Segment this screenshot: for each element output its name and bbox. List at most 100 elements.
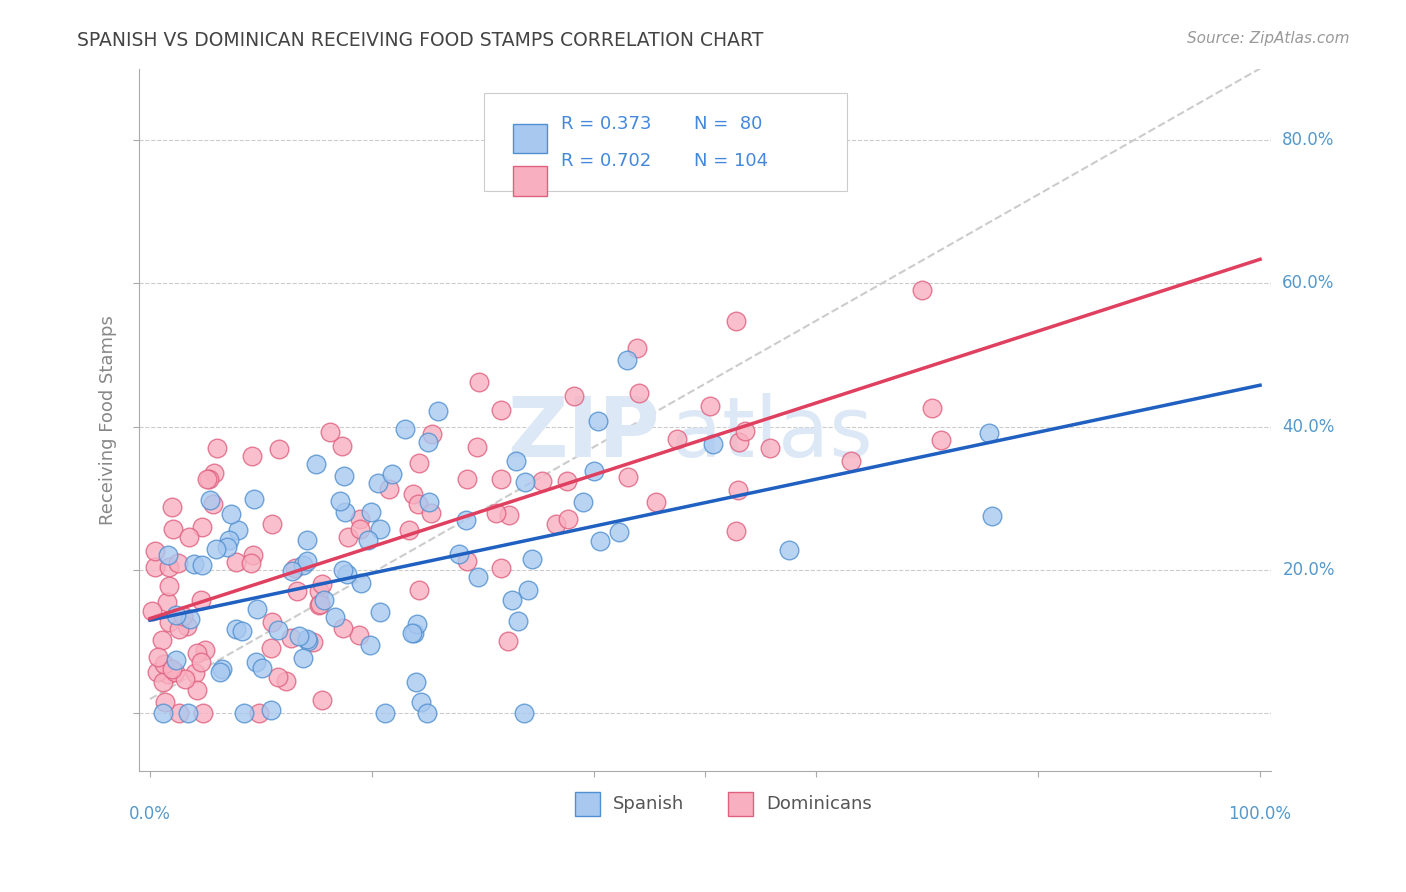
Point bbox=[190, 593, 212, 607]
Point bbox=[489, 561, 512, 575]
Point bbox=[262, 516, 284, 531]
Point bbox=[225, 622, 247, 636]
Point bbox=[191, 519, 214, 533]
Point bbox=[408, 456, 430, 470]
Point bbox=[242, 549, 264, 563]
Point bbox=[190, 656, 212, 670]
Point bbox=[260, 703, 283, 717]
Point bbox=[308, 583, 330, 598]
Point bbox=[979, 426, 1001, 441]
Point bbox=[360, 505, 382, 519]
Point bbox=[145, 665, 167, 680]
Point bbox=[359, 638, 381, 652]
Point bbox=[205, 542, 228, 557]
Text: 20.0%: 20.0% bbox=[1282, 561, 1334, 579]
Point bbox=[301, 635, 323, 649]
Point bbox=[176, 619, 198, 633]
Point bbox=[174, 672, 197, 686]
Point bbox=[759, 441, 782, 455]
Point bbox=[191, 558, 214, 573]
Point bbox=[498, 508, 520, 522]
Point bbox=[152, 674, 174, 689]
Point bbox=[381, 467, 404, 482]
Point bbox=[240, 449, 263, 463]
Point bbox=[198, 492, 221, 507]
Point bbox=[336, 531, 359, 545]
Point bbox=[419, 506, 441, 520]
Point bbox=[177, 706, 200, 721]
Point bbox=[284, 561, 307, 575]
Text: 60.0%: 60.0% bbox=[1282, 275, 1334, 293]
Point bbox=[378, 482, 401, 496]
Text: Dominicans: Dominicans bbox=[766, 795, 872, 814]
Point bbox=[506, 614, 529, 628]
Point bbox=[288, 629, 311, 643]
Text: 80.0%: 80.0% bbox=[1282, 131, 1334, 149]
Point bbox=[153, 657, 176, 671]
Point bbox=[374, 706, 396, 721]
Point bbox=[501, 593, 523, 607]
Point bbox=[401, 625, 423, 640]
Point bbox=[285, 584, 308, 599]
Point bbox=[367, 475, 389, 490]
Point bbox=[420, 426, 443, 441]
Point bbox=[202, 467, 225, 481]
Point bbox=[513, 475, 536, 489]
Point bbox=[232, 706, 254, 721]
Point bbox=[240, 556, 263, 570]
Point bbox=[152, 706, 174, 721]
Point bbox=[291, 651, 314, 665]
Point bbox=[184, 666, 207, 681]
Point bbox=[318, 425, 340, 440]
Point bbox=[194, 642, 217, 657]
Point bbox=[465, 440, 488, 454]
Text: SPANISH VS DOMINICAN RECEIVING FOOD STAMPS CORRELATION CHART: SPANISH VS DOMINICAN RECEIVING FOOD STAM… bbox=[77, 31, 763, 50]
Point bbox=[150, 633, 173, 648]
Point bbox=[517, 582, 540, 597]
Point bbox=[724, 314, 747, 328]
Point bbox=[311, 693, 333, 707]
Point bbox=[297, 633, 319, 648]
Point bbox=[727, 483, 749, 497]
Point bbox=[167, 556, 190, 570]
Point bbox=[242, 491, 264, 506]
FancyBboxPatch shape bbox=[575, 792, 600, 816]
Point bbox=[191, 706, 214, 721]
Point bbox=[405, 617, 427, 632]
Point bbox=[489, 403, 512, 417]
Point bbox=[332, 563, 354, 577]
Point bbox=[211, 662, 233, 676]
Point bbox=[157, 560, 180, 574]
Point bbox=[531, 474, 554, 488]
Point bbox=[260, 615, 283, 629]
Point bbox=[260, 640, 283, 655]
Point bbox=[402, 486, 425, 500]
Text: N =  80: N = 80 bbox=[693, 115, 762, 133]
Text: R = 0.702: R = 0.702 bbox=[561, 152, 651, 169]
Point bbox=[588, 415, 610, 429]
Point bbox=[562, 389, 585, 403]
Point bbox=[141, 603, 163, 617]
Point bbox=[665, 433, 688, 447]
Point bbox=[513, 706, 536, 721]
Point bbox=[404, 625, 426, 640]
FancyBboxPatch shape bbox=[728, 792, 752, 816]
Point bbox=[349, 522, 371, 536]
Point bbox=[418, 495, 440, 509]
Point bbox=[841, 453, 863, 467]
Point bbox=[357, 533, 380, 547]
Point bbox=[408, 497, 430, 511]
Text: 100.0%: 100.0% bbox=[1229, 805, 1292, 823]
Point bbox=[607, 524, 630, 539]
Point bbox=[247, 706, 270, 721]
Point bbox=[702, 437, 724, 451]
Point bbox=[456, 554, 478, 568]
Point bbox=[617, 470, 640, 484]
Point bbox=[305, 457, 328, 471]
Point bbox=[456, 472, 478, 486]
Point bbox=[628, 385, 651, 400]
Point bbox=[245, 655, 267, 669]
Point bbox=[489, 472, 512, 486]
Point bbox=[645, 494, 668, 508]
Point bbox=[225, 555, 247, 569]
